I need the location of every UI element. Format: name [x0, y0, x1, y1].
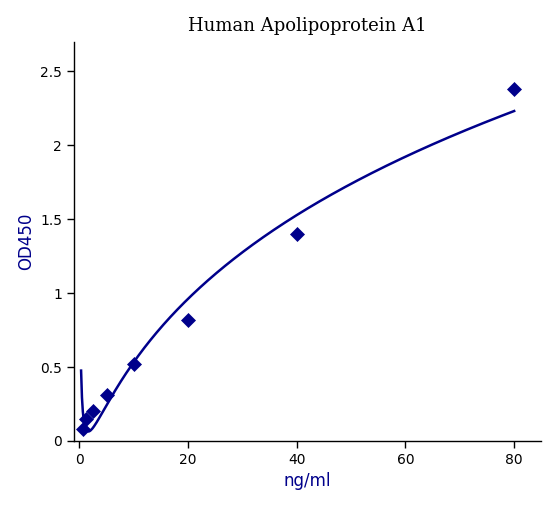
Y-axis label: OD450: OD450 — [17, 213, 35, 270]
X-axis label: ng/ml: ng/ml — [284, 473, 331, 490]
Title: Human Apolipoprotein A1: Human Apolipoprotein A1 — [189, 17, 427, 34]
